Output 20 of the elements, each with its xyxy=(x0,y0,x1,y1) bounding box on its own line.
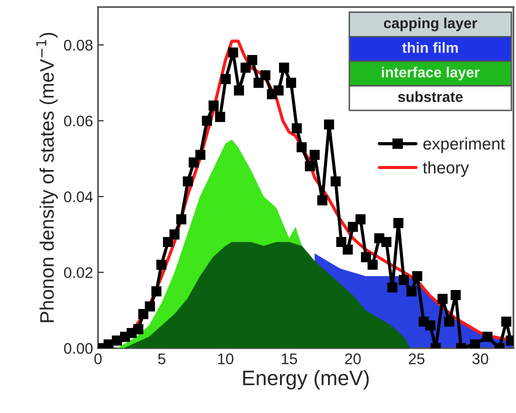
annotation: interface layer xyxy=(382,66,480,80)
annotation: thin film xyxy=(402,42,458,53)
annotation: capping layer xyxy=(384,18,478,32)
x-tick-label: 5 xyxy=(158,354,166,364)
y-tick-label: 0.06 xyxy=(64,116,93,126)
y-tick-label: 0.02 xyxy=(64,267,92,278)
y-axis-title: Phonon density of states (meV$^{−1}$) xyxy=(36,32,58,322)
y-tick-label: 0.04 xyxy=(64,191,93,202)
x-tick-label: 25 xyxy=(408,353,424,364)
x-tick-label: 10 xyxy=(218,353,234,364)
x-tick-label: 0 xyxy=(94,353,102,364)
y-tick-label: 0.08 xyxy=(64,40,93,51)
y-tick-label: 0.00 xyxy=(64,343,93,354)
x-axis-title: Energy (meV) xyxy=(243,370,369,390)
legend-label: experiment xyxy=(423,137,505,153)
x-tick-label: 20 xyxy=(345,353,361,364)
legend-label: theory xyxy=(422,161,469,177)
annotation: substrate xyxy=(398,91,463,102)
x-tick-label: 15 xyxy=(282,354,298,364)
x-tick-label: 30 xyxy=(472,353,488,364)
